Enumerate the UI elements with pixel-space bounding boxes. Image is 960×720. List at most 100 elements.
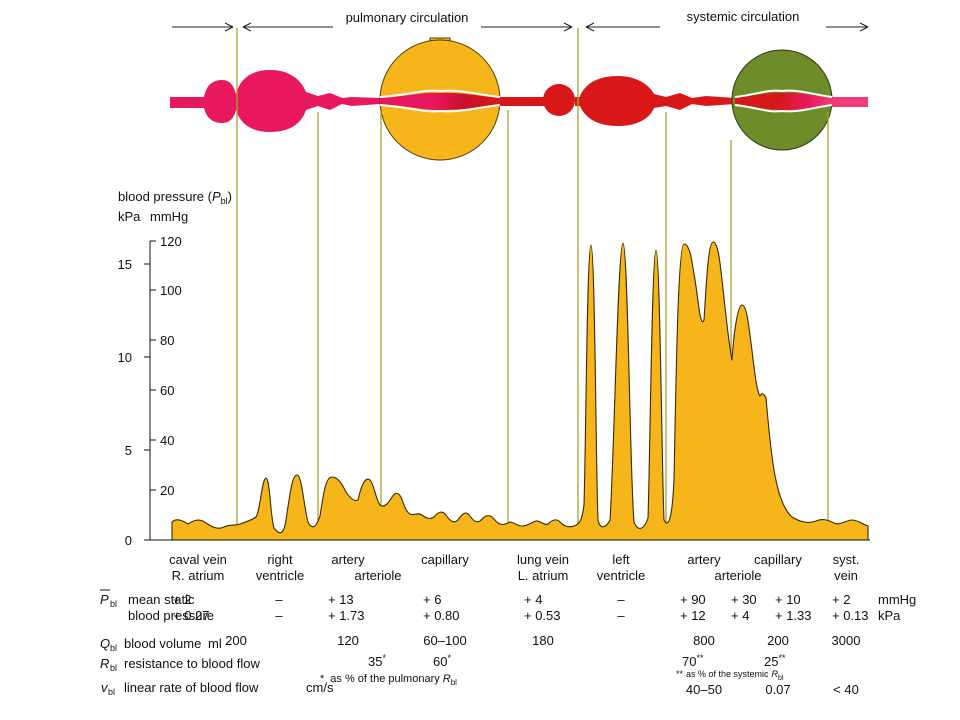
kpa-value: + 1.73	[328, 608, 365, 623]
qbl-subscript: bl	[110, 643, 117, 653]
resistance-row: R bl resistance to blood flow 35* 60* 70…	[100, 653, 786, 673]
mmhg-value: + 13	[328, 592, 354, 607]
rbl-value: 60*	[433, 653, 451, 669]
systemic-capillary-shape	[731, 49, 833, 151]
segment-label-line2: L. atrium	[518, 568, 569, 583]
pulmonary-capillary-shape	[379, 37, 501, 161]
segment-label-line1: left	[612, 552, 630, 567]
segment-label-line1: lung vein	[517, 552, 569, 567]
kpa-tick-label: 10	[118, 350, 132, 365]
mmhg-tick-label: 80	[160, 333, 174, 348]
segment-label-line2: R. atrium	[172, 568, 225, 583]
mmhg-tick-label: 60	[160, 383, 174, 398]
segment-label-line1: artery	[687, 552, 721, 567]
qbl-value: 120	[337, 633, 359, 648]
vbl-label: linear rate of blood flow	[124, 680, 259, 695]
kpa-value: –	[617, 608, 625, 623]
rbl-value: 70**	[682, 653, 704, 669]
kpa-value: + 4	[731, 608, 749, 623]
vbl-value: < 40	[833, 682, 859, 697]
segment-label-line1: caval vein	[169, 552, 227, 567]
qbl-value: 3000	[832, 633, 861, 648]
mmhg-value: + 90	[680, 592, 706, 607]
kpa-value: –	[275, 608, 283, 623]
mmhg-tick-label: 20	[160, 483, 174, 498]
qbl-value: 200	[767, 633, 789, 648]
qbl-value: 800	[693, 633, 715, 648]
flow-rate-row: v bl linear rate of blood flow cm/s 40–5…	[101, 680, 859, 697]
mmhg-value: + 30	[731, 592, 757, 607]
vbl-value: 40–50	[686, 682, 722, 697]
y-axes	[144, 240, 870, 541]
segment-label-line2: arteriole	[715, 568, 762, 583]
qbl-label: blood volume	[124, 636, 201, 651]
kpa-value: + 0.27	[173, 608, 210, 623]
pulmonary-circulation-label: pulmonary circulation	[346, 10, 469, 25]
mmhg-value: + 2	[832, 592, 850, 607]
rbl-symbol: R	[100, 656, 109, 671]
mmhg-tick-label: 100	[160, 283, 182, 298]
y-axis-title: blood pressure (Pbl)	[118, 189, 232, 206]
segment-label-line1: syst.	[833, 552, 860, 567]
mmhg-tick-label: 120	[160, 234, 182, 249]
qbl-value: 180	[532, 633, 554, 648]
vbl-subscript: bl	[108, 687, 115, 697]
pbl-subscript: bl	[110, 599, 117, 609]
blood-volume-row: Q bl blood volume ml 200 120 60–100 180 …	[100, 633, 860, 653]
mmhg-value: –	[617, 592, 625, 607]
pbl-label-line1: mean static	[128, 592, 195, 607]
pressure-curve	[171, 241, 869, 541]
kpa-values-row: + 0.27 – + 1.73 + 0.80 + 0.53 – + 12 + 4…	[173, 608, 901, 623]
systemic-circulation-label: systemic circulation	[687, 9, 800, 24]
segment-label-line2: ventricle	[256, 568, 304, 583]
resistance-footnotes: * as % of the pulmonary Rbl ** as % of the …	[320, 669, 784, 687]
mmhg-unit: mmHg	[878, 592, 916, 607]
vbl-unit: cm/s	[306, 680, 334, 695]
right-ventricle-shape	[236, 70, 380, 132]
segment-label-line2: vein	[834, 568, 858, 583]
segment-label-line1: artery	[331, 552, 365, 567]
rbl-value: 35*	[368, 653, 386, 669]
kpa-tick-label: 5	[125, 443, 132, 458]
mmhg-tick-label: 40	[160, 433, 174, 448]
kpa-tick-label: 15	[118, 257, 132, 272]
kpa-unit: kPa	[878, 608, 901, 623]
kpa-value: + 12	[680, 608, 706, 623]
rbl-label: resistance to blood flow	[124, 656, 260, 671]
rbl-value: 25**	[764, 653, 786, 669]
kpa-value: + 0.53	[524, 608, 561, 623]
left-atrium-shape	[543, 84, 575, 116]
qbl-symbol: Q	[100, 636, 110, 651]
caval-vein-shape	[170, 80, 236, 123]
segment-dividers	[236, 28, 829, 528]
mmhg-tick-labels: 20 40 60 80 100 120	[160, 234, 182, 498]
pressure-row-labels: P bl mean static blood pressure	[100, 589, 214, 623]
pbl-label-line2: blood pressure	[128, 608, 214, 623]
kpa-value: + 1.33	[775, 608, 812, 623]
mmhg-value: + 2	[173, 592, 191, 607]
segment-label-line1: right	[267, 552, 293, 567]
mmhg-value: + 4	[524, 592, 542, 607]
kpa-value: + 0.13	[832, 608, 869, 623]
segment-label-line2: arteriole	[355, 568, 402, 583]
mmhg-value: –	[275, 592, 283, 607]
kpa-unit-label: kPa	[118, 209, 141, 224]
rbl-subscript: bl	[110, 663, 117, 673]
mmhg-value: + 10	[775, 592, 801, 607]
vessel-diagram	[170, 37, 868, 161]
segment-label-line2: ventricle	[597, 568, 645, 583]
mmhg-value: + 6	[423, 592, 441, 607]
qbl-unit: ml	[208, 636, 222, 651]
kpa-tick-labels: 0 5 10 15	[118, 257, 132, 548]
qbl-value: 60–100	[423, 633, 466, 648]
pbl-symbol: P	[100, 592, 109, 607]
header-arrows	[172, 22, 869, 32]
kpa-tick-label: 0	[125, 533, 132, 548]
kpa-value: + 0.80	[423, 608, 460, 623]
mmhg-unit-label: mmHg	[150, 209, 188, 224]
left-ventricle-shape	[580, 76, 735, 126]
vbl-value: 0.07	[765, 682, 790, 697]
qbl-value: 200	[225, 633, 247, 648]
segment-label-line1: capillary	[754, 552, 802, 567]
